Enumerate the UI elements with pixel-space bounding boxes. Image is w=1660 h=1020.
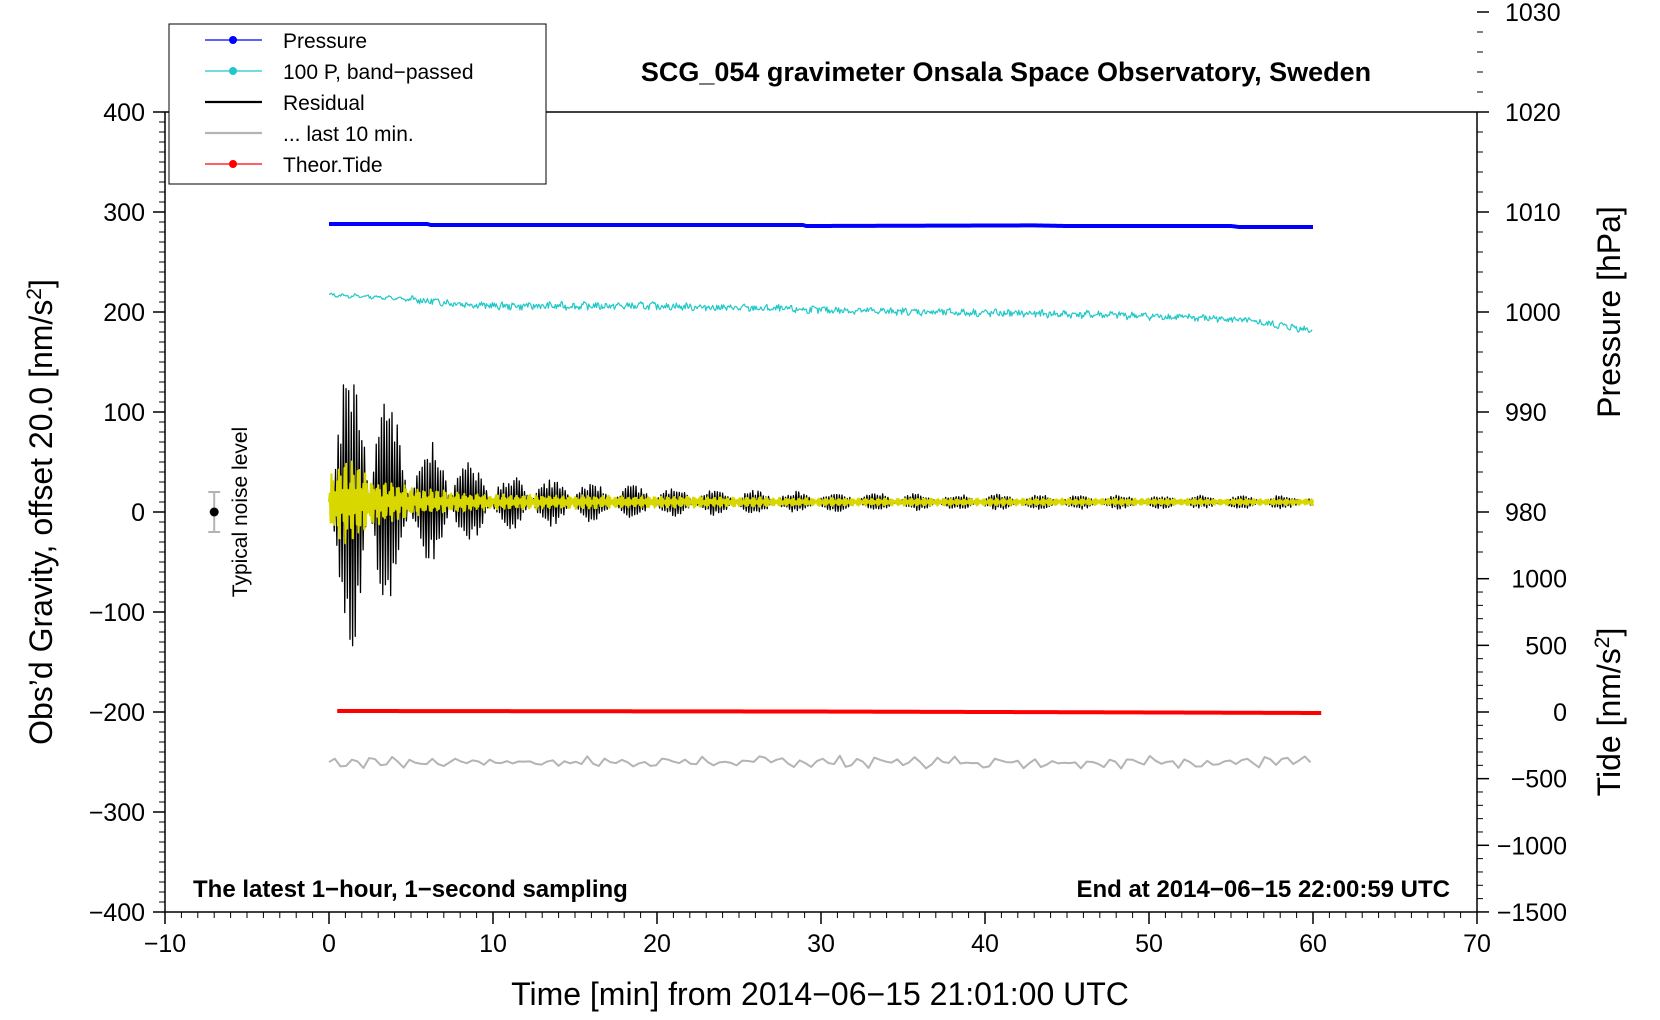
- series-last-10-min: [328, 754, 1312, 770]
- tide-tick-label: −1000: [1497, 832, 1567, 860]
- y-tick-label: 0: [131, 499, 145, 527]
- pressure-axis-label: Pressure [hPa]: [1591, 206, 1627, 418]
- x-tick-label: 0: [322, 930, 336, 958]
- tide-tick-label: 1000: [1511, 566, 1567, 594]
- x-tick-label: 70: [1463, 930, 1491, 958]
- y-tick-label: −400: [89, 899, 145, 927]
- x-axis: −10 0 10 20 30 40 50 60 70: [144, 912, 1491, 958]
- y-tick-label: −300: [89, 799, 145, 827]
- legend-label: Theor.Tide: [283, 154, 383, 177]
- y-tick-label: 300: [103, 199, 145, 227]
- noise-point: [209, 507, 219, 517]
- legend-marker: [229, 67, 237, 75]
- series-band-passed-pressure: [328, 292, 1313, 334]
- x-tick-label: 20: [643, 930, 671, 958]
- legend-box: [168, 23, 547, 185]
- x-tick-label: −10: [144, 930, 186, 958]
- tide-axis-label: Tide [nm/s2]: [1591, 628, 1628, 797]
- legend-label: Residual: [283, 92, 365, 115]
- x-axis-label: Time [min] from 2014−06−15 21:01:00 UTC: [511, 976, 1129, 1012]
- legend-label: Pressure: [283, 30, 367, 53]
- y-tick-label: 200: [103, 299, 145, 327]
- tide-tick-label: 0: [1553, 699, 1567, 727]
- y-tick-label: −100: [89, 599, 145, 627]
- noise-label: Typical noise level: [229, 427, 252, 597]
- legend-marker: [229, 36, 237, 44]
- y-axis-left: 400 300 200 100 0 −100 −200 −300 −400: [89, 99, 165, 927]
- x-tick-label: 40: [971, 930, 999, 958]
- tide-tick-label: 500: [1525, 632, 1567, 660]
- tide-tick-label: −500: [1511, 766, 1567, 794]
- pressure-tick-label: 990: [1505, 399, 1547, 427]
- pressure-tick-label: 1010: [1505, 199, 1561, 227]
- note-right: End at 2014−06−15 22:00:59 UTC: [1076, 876, 1450, 903]
- legend-label: 100 P, band−passed: [283, 61, 474, 84]
- noise-level-marker: [208, 491, 221, 533]
- pressure-tick-label: 1030: [1505, 0, 1561, 27]
- tide-tick-label: −1500: [1497, 899, 1567, 927]
- y-axis-tide: 1000 500 0 −500 −1000 −1500: [1477, 566, 1567, 927]
- series-layer: [327, 222, 1322, 770]
- note-left: The latest 1−hour, 1−second sampling: [193, 876, 628, 903]
- pressure-tick-label: 1020: [1505, 99, 1561, 127]
- y-tick-label: −200: [89, 699, 145, 727]
- y-axis-pressure: 1030 1020 1010 1000 990 980: [1477, 0, 1561, 553]
- legend: Pressure 100 P, band−passed Residual ... la…: [168, 23, 547, 185]
- y-tick-label: 400: [103, 99, 145, 127]
- series-residual-band-passed: [327, 460, 1315, 545]
- pressure-tick-label: 980: [1505, 499, 1547, 527]
- series-pressure: [328, 222, 1314, 229]
- x-tick-label: 30: [807, 930, 835, 958]
- series-theor-tide: [336, 709, 1322, 715]
- y-axis-left-label: Obs’d Gravity, offset 20.0 [nm/s2]: [23, 279, 60, 745]
- y-tick-label: 100: [103, 399, 145, 427]
- legend-marker: [229, 160, 237, 168]
- pressure-tick-label: 1000: [1505, 299, 1561, 327]
- x-tick-label: 10: [479, 930, 507, 958]
- chart-title: SCG_054 gravimeter Onsala Space Observat…: [641, 57, 1371, 87]
- x-tick-label: 50: [1135, 930, 1163, 958]
- x-tick-label: 60: [1299, 930, 1327, 958]
- legend-label: ... last 10 min.: [283, 123, 414, 146]
